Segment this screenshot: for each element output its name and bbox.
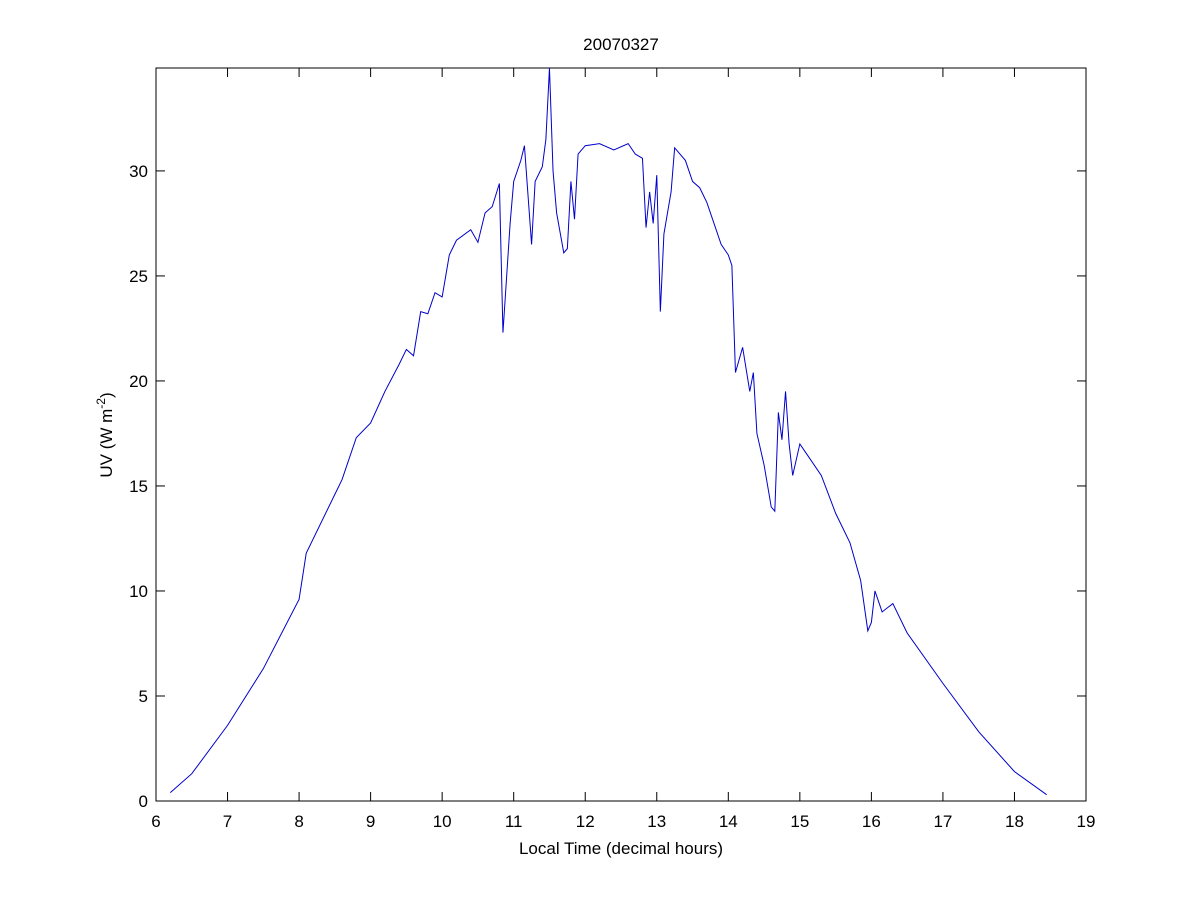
y-label-end: ) xyxy=(97,392,116,398)
x-tick-label: 8 xyxy=(294,812,303,831)
x-tick-label: 13 xyxy=(647,812,666,831)
x-axis-label: Local Time (decimal hours) xyxy=(519,839,723,858)
x-tick-label: 11 xyxy=(505,812,523,831)
y-tick-label: 10 xyxy=(129,582,148,601)
x-tick-label: 10 xyxy=(433,812,452,831)
y-tick-label: 15 xyxy=(129,477,148,496)
y-label-sup: -2 xyxy=(94,398,108,409)
data-line xyxy=(169,67,1047,796)
y-tick-label: 0 xyxy=(139,792,148,811)
x-tick-label: 19 xyxy=(1077,812,1096,831)
chart-title: 20070327 xyxy=(583,35,659,54)
x-tick-label: 12 xyxy=(576,812,595,831)
y-tick-label: 20 xyxy=(129,372,148,391)
x-tick-label: 7 xyxy=(223,812,232,831)
x-tick-label: 6 xyxy=(151,812,160,831)
y-tick-label: 5 xyxy=(139,687,148,706)
x-tick-label: 14 xyxy=(719,812,738,831)
y-tick-label: 25 xyxy=(129,267,148,286)
plot-area xyxy=(156,68,1086,801)
x-tick-label: 15 xyxy=(790,812,809,831)
y-label-text: UV (W m xyxy=(97,409,116,478)
x-tick-label: 18 xyxy=(1005,812,1024,831)
x-tick-label: 16 xyxy=(862,812,881,831)
x-tick-label: 17 xyxy=(933,812,952,831)
y-axis-label: UV (W m-2) xyxy=(94,392,116,477)
x-tick-label: 9 xyxy=(366,812,375,831)
axes-box xyxy=(155,67,1087,802)
y-tick-label: 30 xyxy=(129,162,148,181)
